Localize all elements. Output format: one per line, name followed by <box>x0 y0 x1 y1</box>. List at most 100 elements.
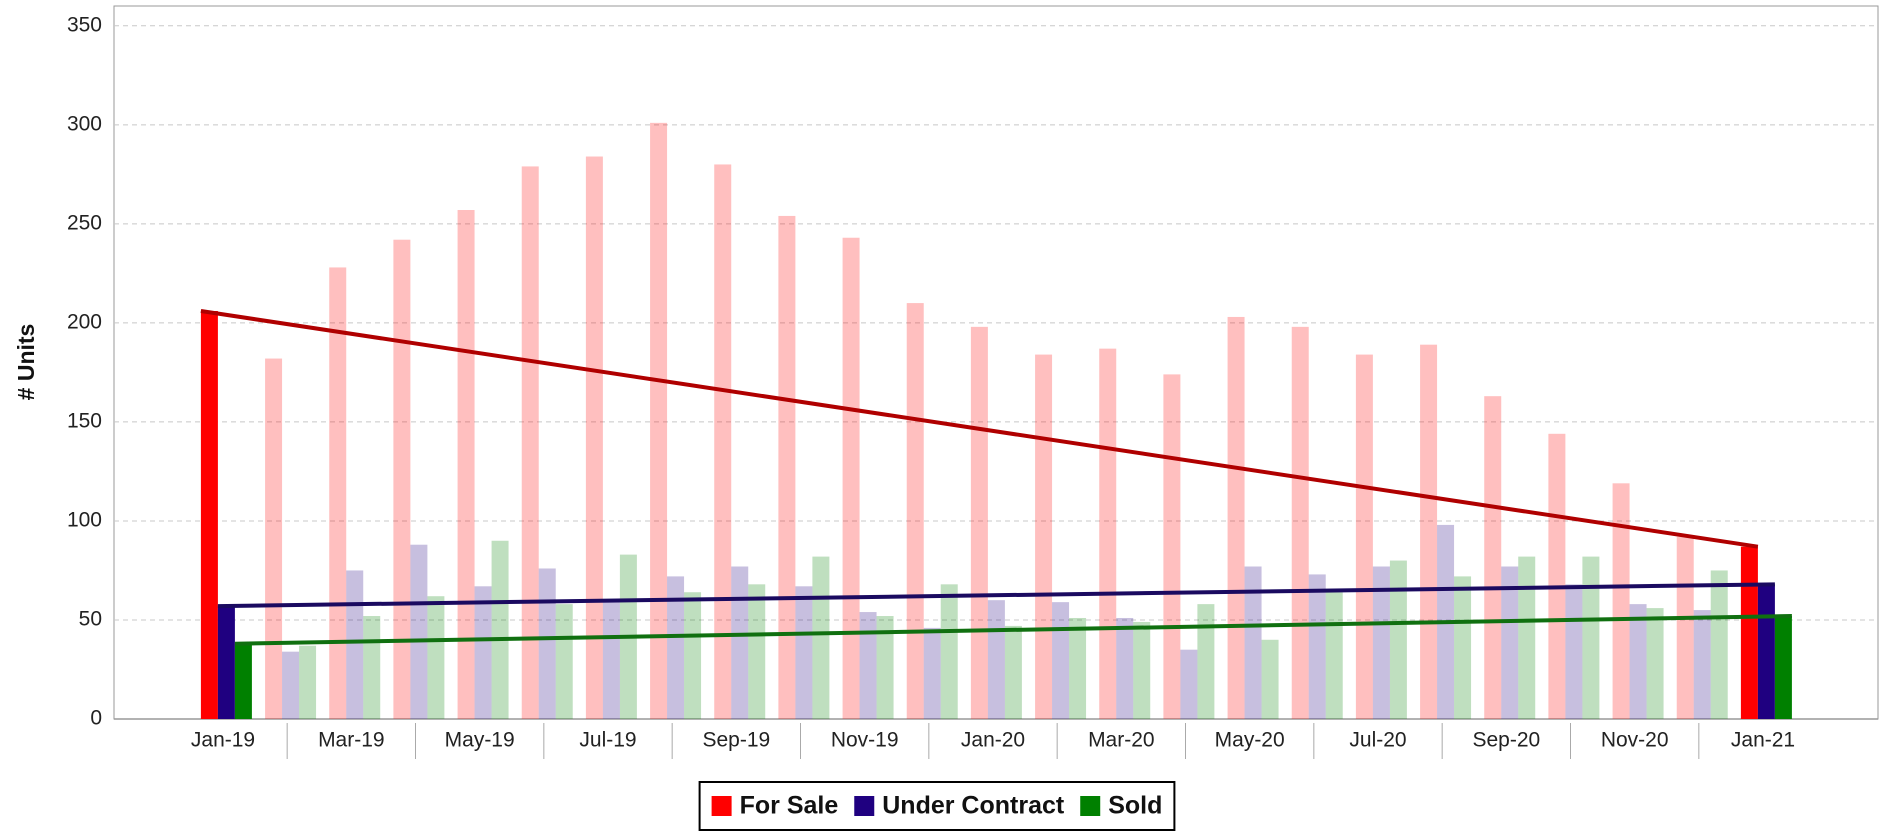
y-tick-label: 0 <box>90 707 102 730</box>
bar <box>1116 617 1134 719</box>
bar <box>1710 570 1728 719</box>
bar <box>234 643 252 719</box>
bar <box>795 586 813 719</box>
y-tick-label: 200 <box>67 310 102 333</box>
bar <box>1355 354 1373 719</box>
trend-line <box>217 582 1775 609</box>
y-tick-label: 250 <box>67 211 102 234</box>
bar <box>876 616 894 719</box>
bar <box>748 584 766 719</box>
bar <box>923 627 941 719</box>
bar <box>1099 348 1117 719</box>
bar <box>1180 649 1198 719</box>
bar <box>1484 396 1502 719</box>
bar <box>491 540 509 719</box>
y-axis-title: # Units <box>13 324 39 401</box>
bar <box>329 267 347 719</box>
bar <box>1197 604 1215 719</box>
bar <box>555 604 573 719</box>
x-tick-label: Jan-21 <box>1731 729 1795 752</box>
bar <box>1582 556 1600 719</box>
bar <box>1518 556 1536 719</box>
bar <box>1420 344 1438 719</box>
bar <box>1261 639 1279 719</box>
bar <box>393 239 411 719</box>
y-tick-label: 350 <box>67 13 102 36</box>
x-tick-label: Sep-19 <box>702 729 770 752</box>
bar <box>906 303 924 719</box>
bar <box>650 122 668 719</box>
bar <box>842 237 860 719</box>
bar <box>940 584 958 719</box>
bar <box>1501 566 1519 719</box>
bar <box>859 612 877 719</box>
bar <box>1629 604 1647 719</box>
bar <box>1757 584 1775 719</box>
bar <box>1548 433 1566 719</box>
bar <box>299 645 317 719</box>
y-tick-label: 150 <box>67 409 102 432</box>
y-tick-label: 50 <box>79 608 102 631</box>
bar <box>1454 576 1472 719</box>
trend-line <box>200 309 1759 549</box>
bar <box>410 544 428 719</box>
bar <box>457 209 475 719</box>
x-tick-label: May-20 <box>1215 729 1285 752</box>
bar <box>474 586 492 719</box>
bar <box>1774 616 1792 719</box>
bar <box>970 326 988 719</box>
y-tick-label: 100 <box>67 508 102 531</box>
bar <box>427 596 445 719</box>
bar <box>1163 374 1181 719</box>
bar <box>1308 574 1326 719</box>
bar <box>1565 584 1583 719</box>
bar <box>714 164 732 719</box>
x-tick-label: Jul-20 <box>1349 729 1406 752</box>
bar <box>778 215 796 719</box>
bar <box>585 156 603 719</box>
trend-line <box>234 614 1792 646</box>
bar <box>1227 316 1245 719</box>
bar <box>538 568 556 719</box>
x-tick-label: May-19 <box>445 729 515 752</box>
bar <box>1325 592 1343 719</box>
legend-swatch <box>711 796 732 816</box>
x-tick-label: Jan-19 <box>191 729 255 752</box>
bar <box>1052 602 1070 719</box>
bar <box>1291 326 1309 719</box>
bar <box>521 166 539 720</box>
y-tick-label: 300 <box>67 112 102 135</box>
legend-label: Under Contract <box>882 792 1065 820</box>
bar <box>346 570 364 719</box>
bar <box>812 556 830 719</box>
bar <box>667 576 685 719</box>
bar <box>684 592 702 719</box>
bar <box>1004 625 1022 719</box>
bar <box>1069 617 1087 719</box>
bar <box>282 651 300 719</box>
bar <box>1676 536 1694 719</box>
bar <box>1693 610 1711 719</box>
legend-swatch <box>854 796 875 816</box>
bar <box>363 616 381 719</box>
bar <box>1612 483 1630 719</box>
x-tick-label: Jul-19 <box>579 729 636 752</box>
bar <box>1372 566 1390 719</box>
x-tick-label: Jan-20 <box>961 729 1025 752</box>
bar <box>1740 546 1758 719</box>
legend: For Sale Under Contract Sold <box>711 792 1162 820</box>
bar <box>1133 621 1151 719</box>
bar <box>1646 608 1664 719</box>
x-tick-label: Mar-20 <box>1088 729 1155 752</box>
x-tick-label: Nov-20 <box>1601 729 1669 752</box>
legend-label: For Sale <box>740 792 839 820</box>
bar <box>265 358 283 719</box>
legend-label: Sold <box>1108 792 1162 820</box>
bar <box>217 606 235 719</box>
bar <box>731 566 749 719</box>
bar <box>1035 354 1053 719</box>
x-tick-label: Mar-19 <box>318 729 385 752</box>
x-tick-label: Sep-20 <box>1472 729 1540 752</box>
bar <box>200 311 218 719</box>
